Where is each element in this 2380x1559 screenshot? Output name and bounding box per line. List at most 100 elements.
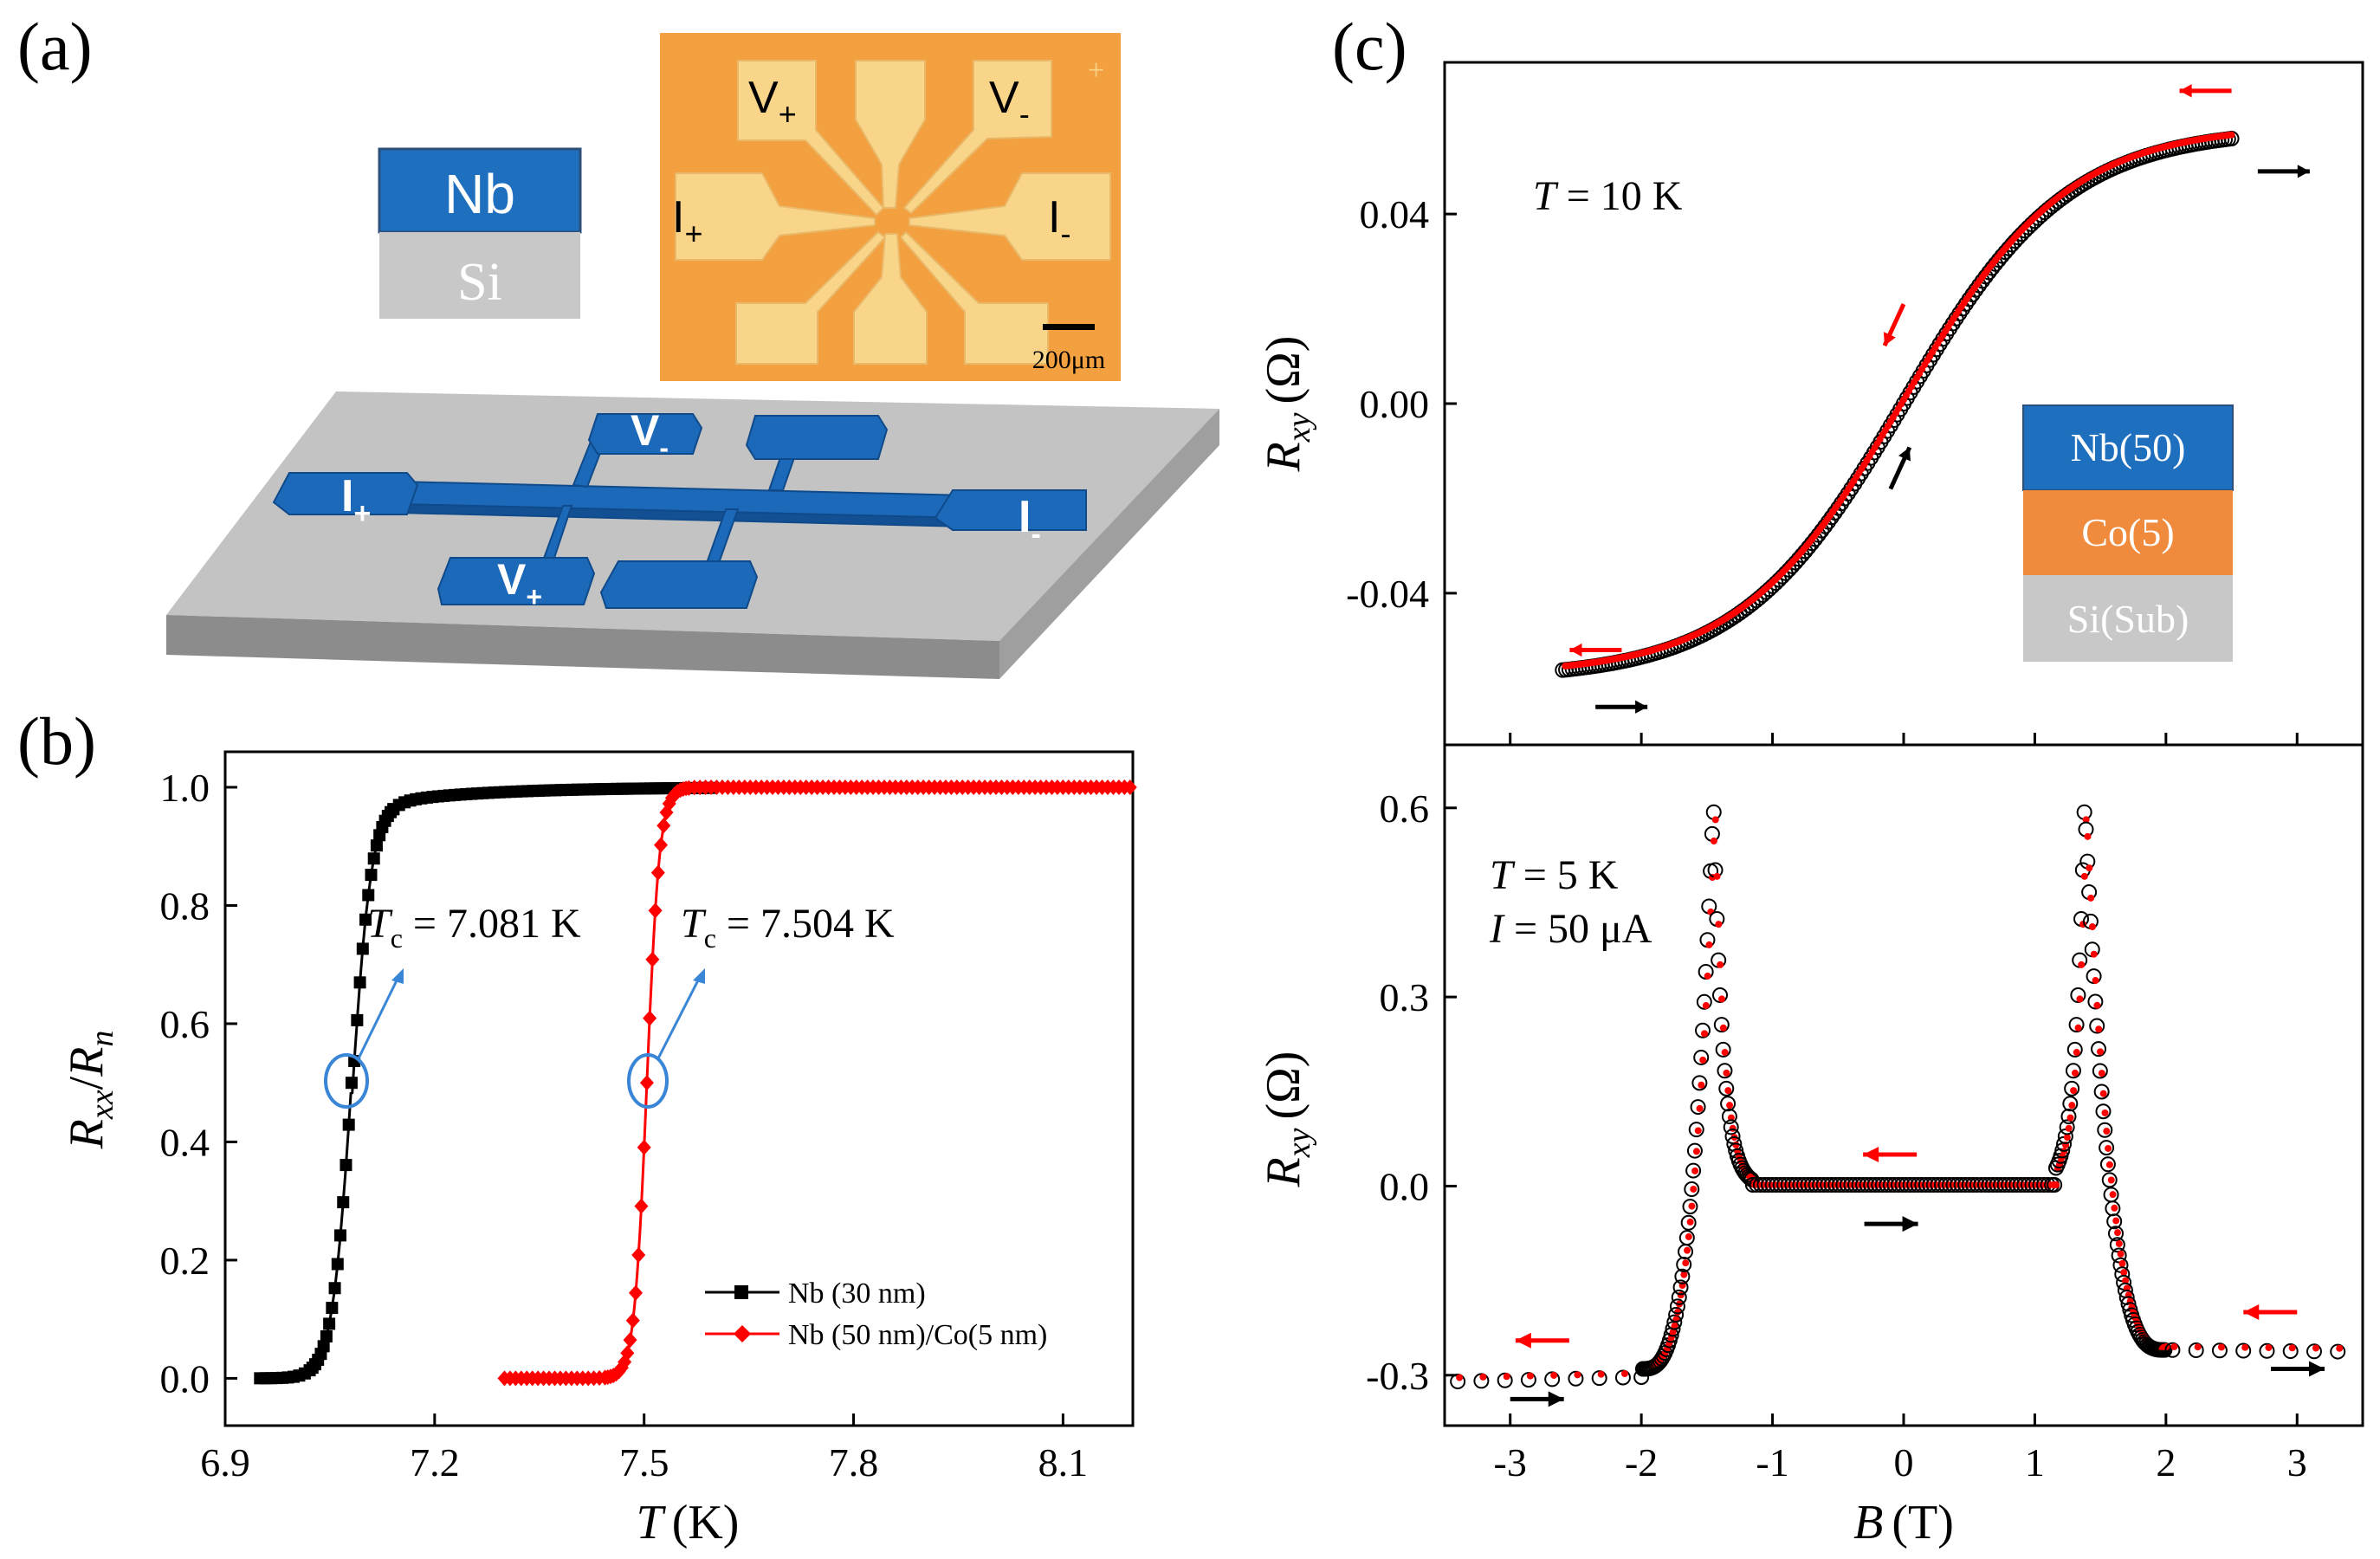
b-point-nbco [625, 1312, 640, 1329]
device-v-plus-label: V+ [497, 555, 542, 612]
photo-i-minus-label: I- [1048, 192, 1070, 251]
photo-v-plus-label: V+ [748, 73, 797, 132]
b-xtick-label: 8.1 [1038, 1440, 1089, 1485]
b-point-nbco [643, 1010, 657, 1026]
ct-point-down [1562, 662, 1569, 670]
hall-bar-device-3d: I+ I- V+ V- [166, 391, 1219, 679]
b-xtick-label: 7.5 [619, 1440, 669, 1485]
pad-bottom-left [735, 230, 887, 365]
plot-c-top-ticks: -0.04 0.00 0.04 [1346, 192, 2299, 745]
cb-point-down [2071, 1069, 2079, 1077]
cb-point-down [1724, 1087, 1732, 1095]
cb-xtick-label: 3 [2287, 1440, 2307, 1485]
cb-point-down [2088, 923, 2096, 931]
cb-point-down [2105, 1161, 2113, 1168]
b-point-nbco [1122, 779, 1137, 795]
b-point-nb [331, 1258, 344, 1271]
cb-sweep-arrowhead [1515, 1332, 1531, 1349]
cb-point-down [1713, 872, 1721, 880]
b-point-nbco [639, 1075, 654, 1091]
inset-nb-label: Nb(50) [2071, 425, 2186, 469]
cb-point-down [1597, 1370, 1605, 1378]
cb-point-up [2157, 1342, 2173, 1358]
panel-b: (b) 6.9 7.2 7.5 7.8 8.1 0.0 0.2 0.4 0.6 0.8 1.0 T(… [17, 703, 1137, 1549]
b-ytick-label: 0.2 [160, 1239, 210, 1283]
cb-point-up [2235, 1342, 2252, 1359]
b-ytick-label: 0.8 [160, 883, 210, 928]
cb-point-up [2211, 1342, 2228, 1359]
cb-sweep-arrowhead [2309, 1361, 2325, 1377]
cb-point-down [2194, 1343, 2202, 1351]
cb-point-up [2188, 1342, 2204, 1359]
ct-sweep-arrowhead [1898, 447, 1911, 462]
cb-point-up [1691, 1075, 1708, 1091]
cb-point-up [2054, 1142, 2071, 1159]
cb-point-up [2060, 1108, 2077, 1124]
plot-b-xlabel: T (K) [637, 1496, 740, 1549]
ct-ytick-label: 0.04 [1360, 192, 1430, 236]
ct-sweep-arrowhead [1569, 643, 1582, 657]
cb-point-down [2093, 1001, 2101, 1009]
tc-label-nbco: Tc = 7.504 K [681, 901, 895, 954]
cb-point-down [1456, 1374, 1464, 1381]
cb-xtick-label: -2 [1625, 1440, 1658, 1485]
cb-point-up [1720, 1096, 1736, 1112]
cb-point-down [1688, 1202, 1696, 1210]
cb-point-down [2107, 1176, 2115, 1184]
tc-label-nb: Tc = 7.081 K [367, 901, 581, 954]
cb-point-down [2170, 1342, 2178, 1350]
cb-point-down [1682, 1259, 1690, 1267]
cb-point-down [1690, 1185, 1698, 1193]
b-ytick-label: 1.0 [160, 766, 210, 810]
b-xtick-label: 7.2 [410, 1440, 460, 1485]
cb-point-up [2095, 1103, 2112, 1120]
plot-c-bottom-frame [1443, 743, 2364, 1427]
tc-arrow-nbco [656, 976, 702, 1059]
b-point-nbco [620, 1345, 635, 1362]
b-point-nbco [637, 1139, 651, 1155]
photo-v-minus-label: V- [989, 73, 1030, 132]
cb-ytick-label: 0.6 [1380, 786, 1430, 831]
cb-point-down [2092, 976, 2099, 984]
photo-i-plus-label: I+ [672, 192, 702, 251]
b-point-nb [328, 1282, 341, 1295]
inset-co-layer [2023, 490, 2233, 575]
cb-point-down [2087, 894, 2095, 902]
cb-point-down [2241, 1343, 2249, 1351]
b-ytick-label: 0.4 [160, 1120, 210, 1164]
tc-arrowhead-nbco [693, 968, 705, 984]
cb-point-up [1672, 1279, 1689, 1296]
cb-point-down [1691, 1167, 1699, 1174]
cb-point-up [1688, 1122, 1704, 1138]
b-point-nb [320, 1329, 333, 1342]
cb-point-up [2064, 1080, 2080, 1096]
cb-point-down [1710, 837, 1717, 844]
cb-point-down [2099, 1090, 2107, 1097]
cb-sweep-arrowhead [1863, 1147, 1879, 1163]
cb-point-up [1717, 1063, 1733, 1079]
cb-point-up [2108, 1226, 2125, 1242]
b-point-nbco [645, 951, 660, 967]
cb-point-up [1712, 987, 1728, 1003]
plot-b-ticks: 6.9 7.2 7.5 7.8 8.1 0.0 0.2 0.4 0.6 0.8 1.0 [160, 766, 1089, 1485]
cb-point-up [1614, 1369, 1631, 1386]
cb-sweep-arrowhead [2243, 1304, 2260, 1320]
cb-point-up [1671, 1289, 1687, 1305]
plot-c-xlabel: B (T) [1853, 1496, 1954, 1549]
cb-point-down [1503, 1373, 1510, 1381]
cb-point-down [1479, 1373, 1487, 1381]
b-point-nb [345, 1077, 358, 1090]
b-point-nb [353, 976, 366, 989]
plot-c-bottom-temperature: T = 5 K [1490, 852, 1619, 898]
corner-mark: + [1088, 55, 1104, 87]
tc-arrow-nb [357, 976, 400, 1059]
b-point-nbco [634, 1198, 649, 1214]
cb-point-down [2265, 1343, 2273, 1351]
blue-device [272, 413, 1087, 609]
tc-circle-nb [324, 1053, 369, 1109]
cb-point-up [2099, 1140, 2115, 1156]
b-point-nb [362, 889, 375, 902]
ct-ytick-label: 0.00 [1360, 382, 1430, 426]
layer-stack-inset: Nb(50) Co(5) Si(Sub) [2022, 404, 2234, 662]
cb-point-up [2059, 1119, 2075, 1135]
